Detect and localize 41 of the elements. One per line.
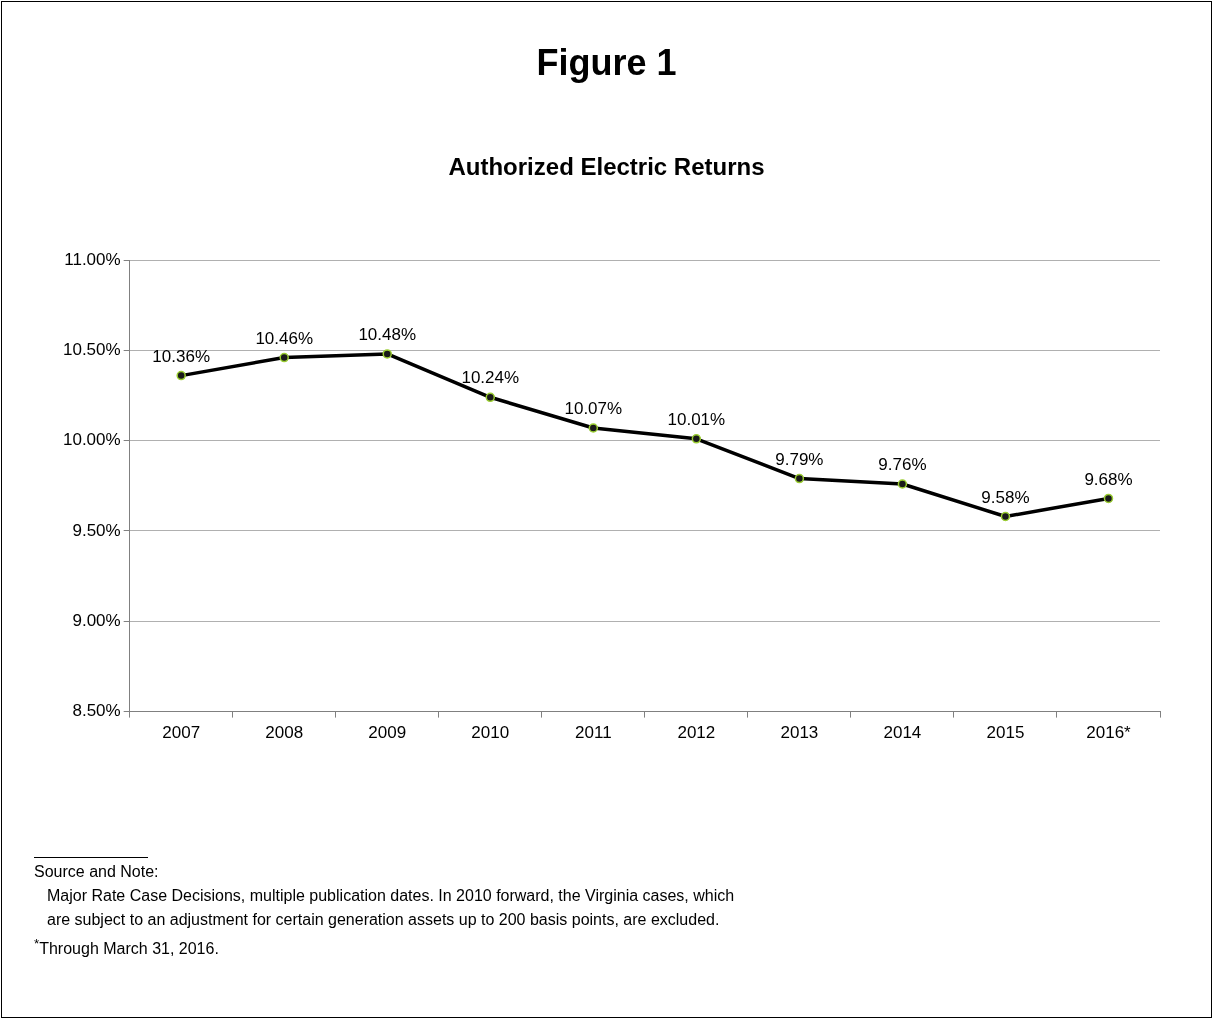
x-tick-label: 2014 [883,723,922,743]
point [1103,493,1114,504]
data-label: 9.76% [878,455,927,475]
x-tick-label: 2015 [986,723,1025,743]
x-tick-label: 2008 [265,723,304,743]
text: $^{*}$Through March 31, 2016. [34,935,220,960]
x-tick-label: 2011 [575,723,612,743]
point [1000,511,1011,522]
data-label: 9.79% [775,449,824,469]
x-tick-label: 2009 [368,723,407,743]
chart-subtitle: Authorized Electric Returns [447,153,766,181]
data-label: 10.36% [152,346,211,366]
point [176,370,186,381]
x-tick-label: 2016* [1086,723,1132,743]
data-label: 10.48% [358,325,417,345]
point [794,473,805,484]
data-label: 9.68% [1084,469,1133,489]
y-tick-label: 8.50% [72,701,121,721]
chart-title: Figure 1 [535,42,678,84]
text: Major Rate Case Decisions, multiple publication dates. In 2010 forward, the Virginia cases, which are subject to an adjustment for certain generation assets up to 200 basis points, are excluded. [46,886,736,930]
x-tick-label: 2010 [471,723,510,743]
y-tick-label: 11.00% [64,249,121,269]
point [485,392,496,403]
data-label: 10.01% [667,410,726,430]
y-tick-label: 9.50% [72,520,121,540]
point [897,479,908,489]
x-tick-label: 2012 [677,723,716,743]
y-tick-label: 10.50% [62,340,121,360]
data-label: 10.07% [564,399,623,419]
y-tick-label: 9.00% [72,610,121,630]
data-label: 9.58% [981,487,1030,507]
point [588,423,599,433]
data-label: 10.46% [255,328,314,348]
y-tick-label: 10.00% [62,430,121,450]
x-tick-label: 2013 [780,723,819,743]
x-tick-label: 2007 [162,723,201,743]
source-note: Source and Note: [34,862,160,882]
point [382,349,392,359]
point [279,352,289,363]
point [691,434,702,444]
data-label: 10.24% [461,368,520,388]
